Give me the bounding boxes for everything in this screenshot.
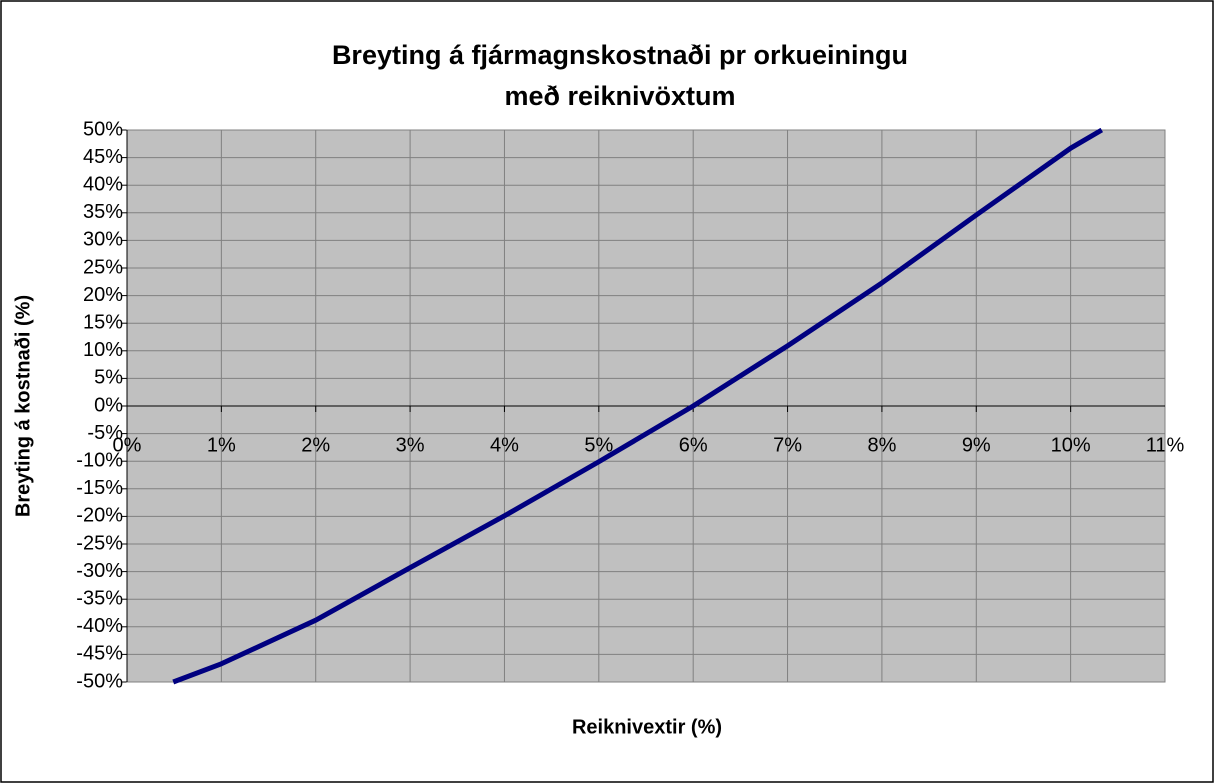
x-tick-label: 8% <box>867 434 896 456</box>
y-tick-label: 40% <box>83 173 123 195</box>
x-axis-label: Reiknivextir (%) <box>572 716 722 738</box>
x-tick-label: 7% <box>773 434 802 456</box>
y-tick-label: -30% <box>76 560 123 582</box>
x-tick-label: 3% <box>396 434 425 456</box>
y-tick-label: 30% <box>83 229 123 251</box>
y-tick-label: 50% <box>83 118 123 140</box>
x-tick-label: 2% <box>301 434 330 456</box>
y-tick-label: 10% <box>83 339 123 361</box>
data-line <box>172 127 1104 685</box>
x-tick-label: 10% <box>1051 434 1091 456</box>
x-tick-label: 1% <box>207 434 236 456</box>
x-tick-label: 9% <box>962 434 991 456</box>
y-tick-label: 25% <box>83 256 123 278</box>
y-tick-label: 20% <box>83 284 123 306</box>
y-tick-label: -35% <box>76 587 123 609</box>
y-tick-label: 35% <box>83 201 123 223</box>
y-tick-label: -5% <box>87 422 123 444</box>
y-tick-label: 15% <box>83 311 123 333</box>
y-tick-label: -15% <box>76 477 123 499</box>
y-tick-label: -45% <box>76 643 123 665</box>
y-tick-label: 5% <box>94 367 123 389</box>
y-tick-label: -20% <box>76 505 123 527</box>
y-tick-label: -10% <box>76 449 123 471</box>
chart-title: Breyting á fjármagnskostnaði pr orkueini… <box>332 40 908 70</box>
x-tick-label: 6% <box>679 434 708 456</box>
y-tick-label: -50% <box>76 670 123 692</box>
y-tick-label: 45% <box>83 146 123 168</box>
x-tick-label: 5% <box>584 434 613 456</box>
y-axis-label: Breyting á kostnaði (%) <box>12 295 34 517</box>
y-tick-label: -25% <box>76 532 123 554</box>
x-tick-label: 4% <box>490 434 519 456</box>
y-tick-label: 0% <box>94 394 123 416</box>
chart-title: með reiknivöxtum <box>504 81 735 111</box>
y-tick-label: -40% <box>76 615 123 637</box>
